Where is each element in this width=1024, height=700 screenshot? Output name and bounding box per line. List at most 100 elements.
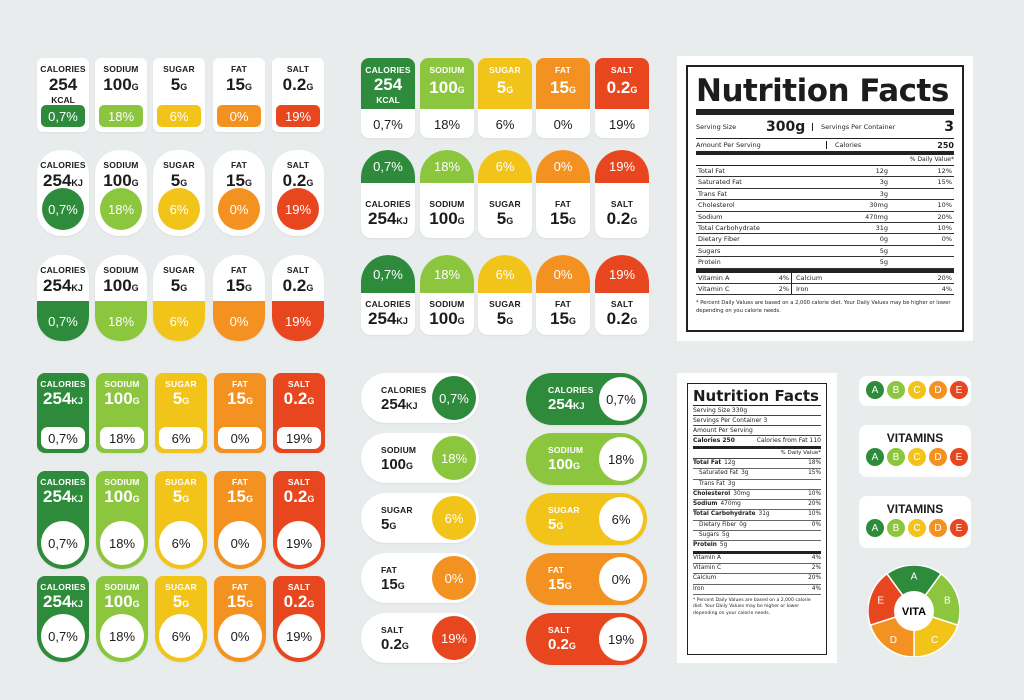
nutrient-row-percent: 15% [808,470,821,477]
value-number: 0.2 [606,309,631,328]
percentage-disc: 0% [218,521,262,565]
nutrient-row-percent: 20% [937,212,952,221]
vita-donut-chart: A B C D E VITA [867,564,961,658]
nutrient-name: SUGAR [165,582,197,592]
nutrient-row-amount: 5g [879,246,888,255]
nutrient-row-percent: 18% [808,460,821,466]
nutrient-label-calories: CALORIES 254KJ 0,7% [37,373,89,453]
value-unit: KJ [406,401,418,411]
nutrient-label-fat: FAT 15G 0% [213,255,265,341]
nutrient-row-label: Protein [693,542,717,549]
nutrient-name: SUGAR [489,199,521,209]
nutrient-label-sodium: SODIUM 100G 18% [95,150,147,236]
nutrient-name: FAT [231,582,249,592]
percentage-disc: 0% [218,614,262,658]
value-unit: G [132,396,140,406]
nutrient-row-name: Dietary Fiber 0g [693,521,747,530]
value-number: 254 [48,75,78,94]
nutrient-name: FAT [231,379,249,389]
nutrient-label-fat: FAT 15G 0% [536,58,590,138]
nutrient-name: SALT [286,160,310,170]
value-unit: G [245,494,253,504]
nutrient-name: SODIUM [103,265,139,275]
nutrient-row-amount: 5g [879,258,888,267]
nutrient-name: FAT [554,299,572,309]
nutrient-label-fat: FAT 15G 0% [214,471,266,569]
nutrient-pill-calories: CALORIES 254KJ 0,7% [361,373,479,423]
value-unit: G [307,599,315,609]
nutrient-name: SALT [287,379,311,389]
nutrient-name: CALORIES [365,199,411,209]
nutrient-pill-salt: SALT 0.2G 19% [526,613,647,665]
nutrient-row: Dietary Fiber 0g 0% [693,521,821,532]
nutrient-row-amount: 0g [879,235,888,244]
value-number: 254 [381,396,407,413]
nutrient-name: SALT [548,625,571,635]
value-number: 5 [172,592,183,611]
nutrient-label-fat: 0% FAT 15G [536,255,590,335]
nutrient-row-percent: 20% [808,501,821,508]
nutrient-name: SUGAR [381,505,413,515]
value-unit: G [457,216,465,226]
nutrient-value: 0.2G [273,389,325,409]
value-unit: G [306,178,314,188]
nutrient-value: 0.2G [272,75,324,95]
nutrient-value: 254KJ [37,487,89,507]
nutrient-label-sodium: SODIUM 100G 18% [420,58,474,138]
value-unit: KJ [71,599,83,609]
nutrient-row-name: Sugars [698,246,721,255]
serving-line: Amount Per Serving [693,426,821,436]
value-number: 254 [373,75,403,94]
nutrient-label-sodium: 18% SODIUM 100G [420,255,474,335]
nutrient-row-label: Sugars [699,532,719,539]
nutrient-row-name: Vitamin A [693,554,721,563]
nutrient-name: SUGAR [489,299,521,309]
grade-b: B [887,519,905,537]
nutrient-row-name: Protein [698,258,721,267]
value-number: 254 [43,592,72,611]
nutrition-facts-title: Nutrition Facts [696,73,954,115]
color-dome: 18% [420,255,474,293]
nutrient-value: 5G [478,209,532,229]
value-unit: G [457,316,465,326]
grade-c: C [908,448,926,466]
nutrient-row: Cholesterol 30mg 10% [696,200,954,212]
color-dome: 0,7% [361,150,415,183]
nutrient-label-salt: 19% SALT 0.2G [595,150,649,238]
nutrient-label-salt: SALT 0.2G 19% [273,576,325,662]
value-unit: G [568,641,576,651]
value-unit: G [306,82,314,92]
percentage-text: 6% [495,116,515,132]
nutrient-row-percent: 2% [811,564,821,571]
value-unit: KJ [71,178,83,188]
color-dome: 6% [478,255,532,293]
nutrient-value: 100G [420,209,474,229]
nutrient-name: SODIUM [104,582,140,592]
color-dome: 0% [536,150,590,183]
nutrient-value: 15G [213,276,265,296]
nutrient-row-name: Sodium 470mg [693,500,741,509]
nutrient-row-name: Saturated Fat 3g [693,469,748,478]
value-unit: G [506,85,514,95]
divider [696,268,954,273]
nutrient-value: 15G [214,389,266,409]
vita-donut: A B C D E VITA [867,564,961,658]
color-header: SALT 0.2G [595,58,649,109]
nutrient-label-sugar: SUGAR 5G 6% [153,150,205,236]
nutrient-row-percent: 12% [937,167,952,175]
value-unit: G [564,581,572,591]
nutrient-row-name: Cholesterol 30mg [693,490,750,499]
nutrient-row-percent: 15% [937,178,952,187]
nutrient-value: 254KJ [548,396,585,413]
color-dome: 6% [478,150,532,183]
nutrient-value: 0.2G [595,78,649,98]
percentage-text: 0% [553,116,573,132]
nutrient-label-sodium: 18% SODIUM 100G [420,150,474,238]
nutrient-row-name: Total Carbohydrate 31g [693,510,770,519]
value-number: 5 [170,171,181,190]
nutrient-label-salt: 19% SALT 0.2G [595,255,649,335]
value-unit: G [132,494,140,504]
vitamin-name: Vitamin A [698,273,730,282]
nutrient-name: SUGAR [163,64,195,74]
